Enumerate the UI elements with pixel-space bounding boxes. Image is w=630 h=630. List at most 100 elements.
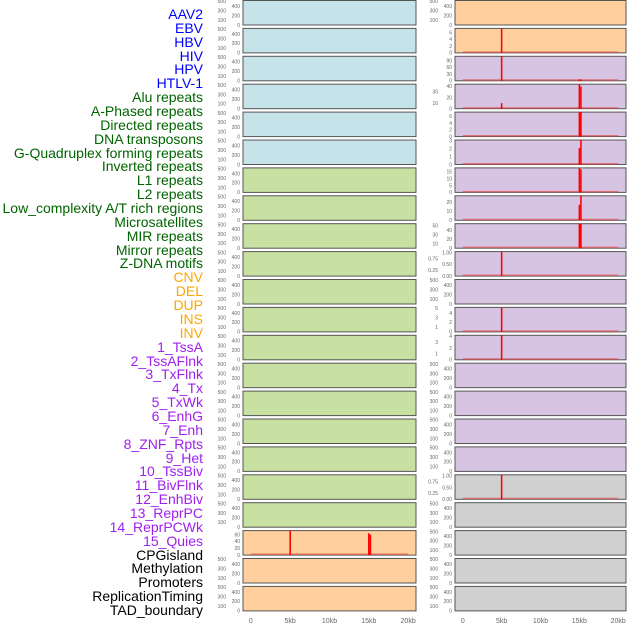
panel-14_ReprPCWk — [454, 418, 627, 444]
y-tick-label: 100 — [218, 241, 227, 247]
track-label: HBV — [174, 33, 203, 50]
y-tick-label: 400 — [232, 116, 241, 122]
y-tick-label: 500 — [218, 139, 227, 145]
track-label: INV — [179, 324, 203, 341]
y-tick-label: 0 — [449, 358, 452, 364]
track-label: HTLV-1 — [156, 75, 203, 92]
y-tick-label: 100 — [218, 213, 227, 219]
peak-bar — [580, 140, 582, 165]
y-tick-label: 400 — [232, 590, 241, 596]
panel-EBV — [242, 27, 417, 54]
y-tick-label: 300 — [430, 427, 439, 433]
y-tick-label: 0 — [449, 441, 452, 447]
panel-13_ReprPC — [454, 390, 627, 417]
y-tick-label: 6 — [449, 31, 452, 37]
x-tick-label: 15kb — [572, 618, 587, 625]
y-tick-label: 100 — [218, 576, 227, 582]
track-label: CNV — [173, 269, 203, 286]
y-tick-label: 500 — [218, 557, 227, 563]
y-tick-label: 6 — [449, 114, 452, 120]
track-label: Alu repeats — [132, 89, 203, 106]
y-tick-label: 300 — [218, 148, 227, 154]
y-tick-label: 200 — [232, 13, 241, 19]
y-tick-label: 400 — [232, 478, 241, 484]
y-tick-label: 20 — [446, 200, 452, 206]
y-tick-label: 200 — [232, 571, 241, 577]
y-tick-label: 100 — [218, 269, 227, 275]
track-label: EBV — [174, 19, 203, 36]
y-tick-label: 500 — [218, 167, 227, 173]
y-tick-label: 0.00 — [442, 497, 452, 503]
y-tick-label: 400 — [444, 283, 453, 289]
y-tick-label: 400 — [232, 283, 241, 289]
y-tick-label: 0 — [449, 134, 452, 140]
y-tick-label: 300 — [218, 399, 227, 405]
y-tick-label: 200 — [444, 376, 453, 382]
panel-HIV — [242, 83, 417, 110]
y-tick-label: 100 — [430, 381, 439, 387]
y-tick-label: 50 — [432, 224, 438, 230]
y-tick-label: 400 — [232, 60, 241, 66]
peak-bar — [500, 474, 503, 500]
y-tick-label: 300 — [430, 511, 439, 517]
y-tick-label: 0 — [449, 330, 452, 336]
panel-CNV — [242, 530, 417, 556]
y-tick-label: 200 — [444, 571, 453, 577]
y-tick-label: 500 — [218, 473, 227, 479]
y-tick-label: 400 — [232, 199, 241, 205]
panel-9_Het — [454, 279, 627, 305]
y-tick-label: 100 — [218, 325, 227, 331]
y-tick-label: 0.75 — [428, 256, 438, 262]
y-tick-label: 100 — [218, 520, 227, 526]
y-tick-label: 100 — [218, 353, 227, 359]
y-tick-label: 200 — [232, 264, 241, 270]
y-tick-label: 4 — [449, 121, 452, 127]
y-tick-label: 500 — [218, 222, 227, 228]
y-tick-label: 400 — [232, 32, 241, 38]
panel-Low_complexity A/T rich regions — [242, 390, 417, 417]
panel-HBV — [242, 55, 417, 82]
y-tick-label: 300 — [430, 9, 439, 15]
y-tick-label: 500 — [218, 278, 227, 284]
peak-bar — [368, 533, 370, 556]
y-tick-label: 2 — [449, 320, 452, 326]
panel-Mirror repeats — [242, 474, 417, 500]
track-label: Directed repeats — [100, 116, 203, 133]
peak-bar — [578, 167, 581, 193]
track-label: CPGisland — [136, 546, 203, 563]
track-label: DUP — [173, 297, 203, 314]
y-tick-label: 100 — [218, 130, 227, 136]
y-tick-label: 500 — [430, 362, 439, 368]
y-tick-label: 0 — [237, 581, 240, 587]
y-tick-label: 200 — [232, 153, 241, 159]
track-label: A-Phased repeats — [90, 103, 203, 120]
y-tick-label: 60 — [446, 65, 452, 71]
y-tick-label: 200 — [232, 376, 241, 382]
y-tick-label: 300 — [430, 399, 439, 405]
panel-12_EnhBiv — [454, 362, 627, 389]
y-tick-label: 200 — [232, 97, 241, 103]
y-tick-label: 5 — [449, 183, 452, 189]
y-tick-label: 500 — [218, 390, 227, 396]
y-tick-label: 10 — [446, 209, 452, 215]
y-tick-label: 0.25 — [428, 491, 438, 497]
y-tick-label: 0 — [237, 553, 240, 559]
track-label: INS — [179, 310, 203, 327]
panel-L2 repeats — [242, 362, 417, 389]
y-tick-label: 2 — [449, 346, 452, 352]
track-label: 13_ReprPC — [129, 504, 203, 521]
track-label: 14_ReprPCWk — [109, 518, 203, 535]
y-tick-label: 0 — [237, 441, 240, 447]
track-label: 5_TxWk — [151, 394, 203, 411]
panel-TAD_boundary — [454, 585, 627, 612]
y-tick-label: 100 — [430, 18, 439, 24]
y-tick-label: 3 — [435, 340, 438, 346]
panel-DUP — [242, 585, 417, 612]
y-tick-label: 500 — [218, 334, 227, 340]
y-tick-label: 300 — [218, 483, 227, 489]
track-label: 9_Het — [165, 449, 203, 466]
y-tick-label: 200 — [232, 348, 241, 354]
x-tick-label: 5kb — [496, 618, 507, 625]
panel-6_EnhG — [454, 195, 627, 221]
